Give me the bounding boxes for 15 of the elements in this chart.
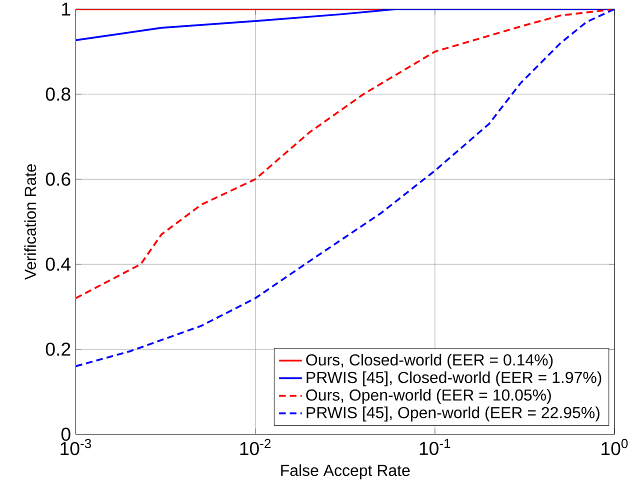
y-tick-label: 0.2 bbox=[46, 342, 70, 356]
x-tick-label: 10$^{-2}$ bbox=[240, 439, 271, 456]
x-axis-title: False Accept Rate bbox=[281, 464, 410, 480]
y-tick-label: 0.8 bbox=[46, 88, 70, 101]
y-tick-label: 0 bbox=[61, 428, 70, 441]
y-tick-label: 0.4 bbox=[46, 258, 71, 271]
legend-label: PRWIS [45], Open-world (EER = 22.95%) bbox=[306, 406, 600, 422]
y-axis-title: Verification Rate bbox=[24, 164, 36, 280]
y-tick-label: 0.6 bbox=[46, 172, 70, 186]
legend-label: Ours, Open-world (EER = 10.05%) bbox=[306, 389, 551, 404]
legend-label: Ours, Closed-world (EER = 0.14%) bbox=[306, 354, 553, 369]
legend-label: PRWIS [45], Closed-world (EER = 1.97%) bbox=[306, 371, 602, 386]
x-tick-label: 10$^{-1}$ bbox=[420, 439, 450, 456]
x-tick-label: 10$^{0}$ bbox=[602, 439, 628, 456]
y-tick-label: 1 bbox=[62, 2, 70, 16]
